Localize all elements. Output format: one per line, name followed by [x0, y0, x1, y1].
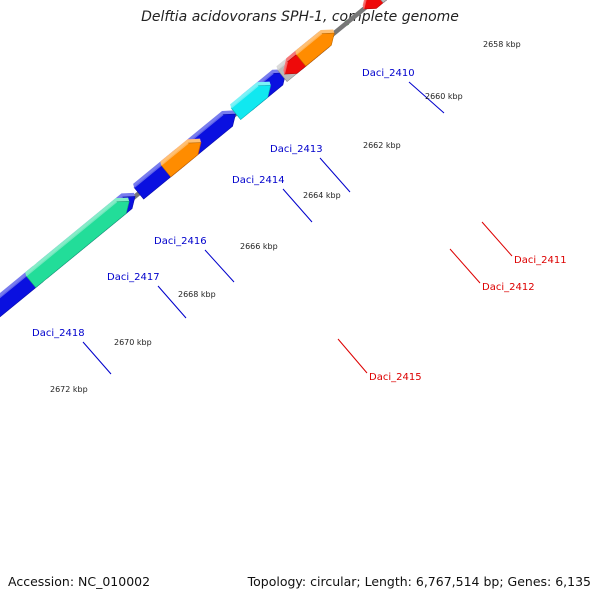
leader-line-forward: [157, 285, 187, 319]
gene-label-reverse: Daci_2411: [514, 255, 567, 266]
leader-line-forward: [204, 249, 235, 283]
gene-arrow-daci-2416-overlap: [160, 138, 202, 178]
gene-label-forward: Daci_2414: [232, 175, 285, 186]
gene-arrow-red-highlight: [363, 0, 367, 10]
gene-arrow-red-body: [363, 0, 387, 10]
gene-arrow-blue-highlight: [0, 269, 35, 299]
gene-arrow-daci-2415: [295, 29, 335, 67]
gene-label-forward: Daci_2417: [107, 272, 160, 283]
gene-arrow-blue-highlight: [187, 114, 224, 144]
scale-tick-labels: 2658 kbp 2660 kbp 2662 kbp 2664 kbp 2666 kbp…: [50, 40, 521, 394]
label-leader-lines: [82, 81, 513, 375]
leader-line-forward: [319, 157, 351, 193]
leader-line-reverse: [337, 338, 368, 374]
gene-arrow-daci-2412: [380, 0, 387, 4]
backbone-line: [0, 0, 379, 311]
accession-label: Accession: NC_010002: [8, 574, 151, 589]
gene-arrow-daci-2418: [25, 197, 130, 289]
tick-label: 2664 kbp: [303, 191, 341, 200]
tick-label: 2670 kbp: [114, 338, 152, 347]
gene-arrow-daci-2414-highlight: [230, 85, 259, 109]
tick-label: 2666 kbp: [240, 242, 278, 251]
gene-arrow-red: [362, 0, 387, 10]
gene-label-reverse: Daci_2415: [369, 372, 422, 383]
leader-line-forward: [82, 341, 112, 375]
gene-arrow-daci-2415-highlight: [295, 33, 323, 56]
gene-features: [0, 0, 387, 318]
gene-label-forward: Daci_2413: [270, 144, 323, 155]
genome-summary: Topology: circular; Length: 6,767,514 bp…: [247, 574, 591, 589]
tick-label: 2668 kbp: [178, 290, 216, 299]
gene-arrow-daci-2414: [230, 81, 272, 121]
gene-arrow-daci-2418-highlight: [25, 201, 118, 277]
tick-label: 2660 kbp: [425, 92, 463, 101]
tick-label: 2662 kbp: [363, 141, 401, 150]
gene-label-forward: Daci_2418: [32, 328, 85, 339]
leader-line-reverse: [481, 221, 513, 257]
map-title: Delftia acidovorans SPH-1, complete geno…: [141, 9, 459, 25]
gene-label-reverse: Daci_2412: [482, 282, 535, 293]
gene-arrow-daci-2415-red-highlight: [283, 61, 288, 75]
gene-arrow-daci-2416-overlap-highlight: [160, 142, 189, 166]
gene-label-forward: Daci_2410: [362, 68, 415, 79]
leader-line-forward: [408, 81, 445, 114]
gene-arrow-daci-2412-body: [380, 0, 387, 4]
gene-labels: Daci_2410 Daci_2413 Daci_2414 Daci_2416 Daci…: [32, 68, 567, 383]
tick-label: 2672 kbp: [50, 385, 88, 394]
tick-label: 2658 kbp: [483, 40, 521, 49]
leader-line-forward: [282, 188, 313, 223]
gene-label-forward: Daci_2416: [154, 236, 207, 247]
genome-backbone: [0, 0, 379, 311]
leader-line-reverse: [449, 248, 481, 284]
